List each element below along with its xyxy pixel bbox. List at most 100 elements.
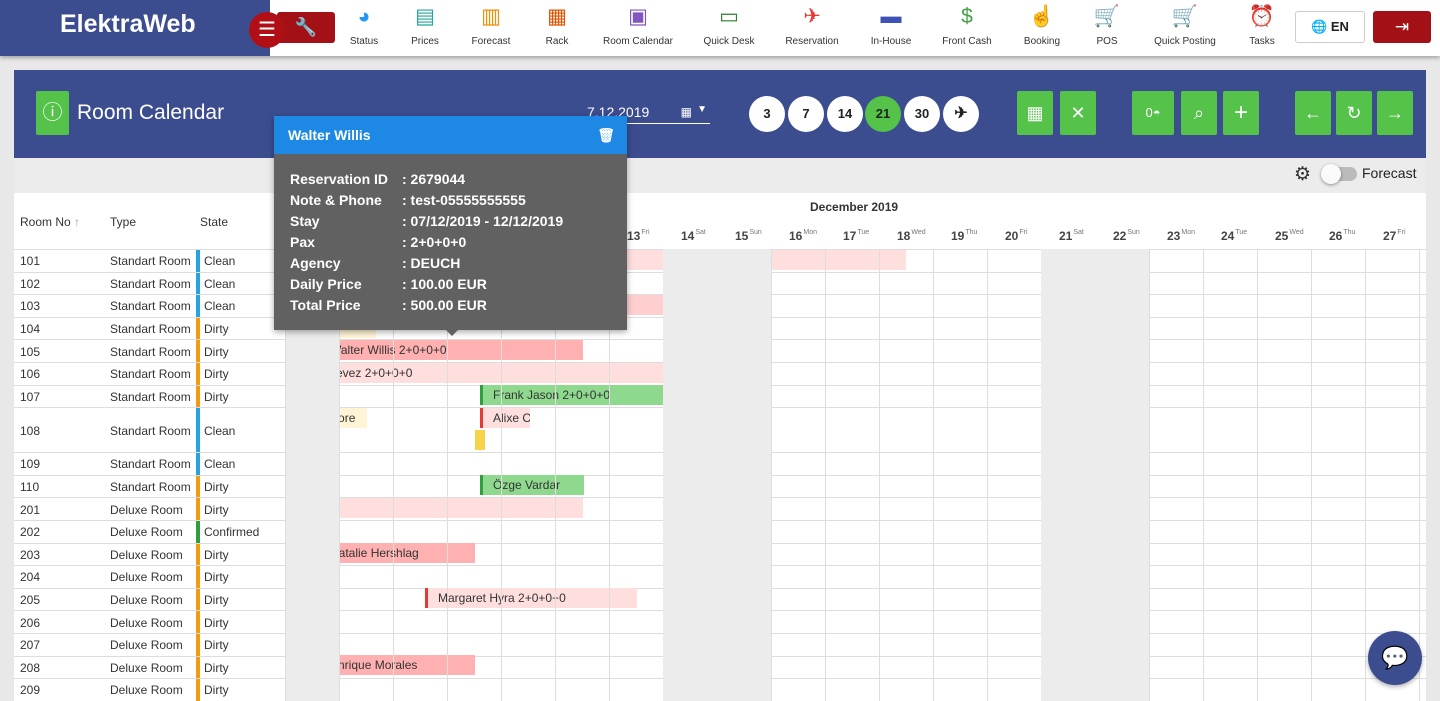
day-divider [933, 249, 934, 701]
nav-quick-desk[interactable]: ▭ Quick Desk [689, 4, 769, 47]
room-number: 209 [20, 683, 41, 698]
day-header: 13Fri [627, 229, 650, 243]
nav-status[interactable]: ◕ Status [324, 4, 404, 47]
language-button[interactable]: 🌐 EN [1295, 11, 1365, 43]
popup-field-label: Daily Price [290, 276, 362, 292]
reservation-bar[interactable] [475, 430, 485, 450]
info-button[interactable]: ⓘ [36, 91, 69, 135]
nav-tasks[interactable]: ⏰ Tasks [1222, 4, 1302, 47]
brand-area: ElektraWeb [0, 0, 270, 56]
range-3-button[interactable]: 3 [749, 96, 785, 132]
nav-prices[interactable]: ▤ Prices [385, 4, 465, 47]
state-color-bar [196, 634, 200, 656]
state-color-bar [196, 295, 200, 317]
forecast-toggle[interactable] [1321, 164, 1357, 184]
nav-front-cash[interactable]: $ Front Cash [927, 4, 1007, 47]
day-divider [285, 249, 286, 701]
restaurant-button[interactable]: ✕ [1060, 91, 1096, 135]
room-service-button[interactable]: 0◓ [1132, 91, 1174, 135]
arrow-right-icon: → [1386, 103, 1404, 123]
popup-field-value: : 500.00 EUR [402, 297, 487, 313]
nav-room-calendar[interactable]: ▣ Room Calendar [598, 4, 678, 47]
day-header: 24Tue [1221, 229, 1248, 243]
column-room-no[interactable]: Room No ↑ [20, 215, 81, 229]
room-number: 101 [20, 254, 41, 269]
calendar-small-icon[interactable]: ▦ [680, 105, 692, 119]
next-button[interactable]: → [1377, 91, 1413, 135]
reservation-bar[interactable]: Özge Vardar [480, 475, 584, 495]
app-logo[interactable]: ElektraWeb [60, 10, 196, 38]
state-color-bar [196, 679, 200, 701]
popup-header: Walter Willis 🗑 [274, 116, 627, 154]
weekend-column [1095, 249, 1149, 701]
popup-field-label: Stay [290, 213, 320, 229]
top-navbar: ElektraWeb ☰ 🔧 ◕ Status ▤ Prices ▥ Forecast… [0, 0, 1440, 56]
nav-reservation[interactable]: ✈ Reservation [772, 4, 852, 47]
room-type: Standart Room [110, 322, 191, 337]
popup-field-label: Reservation ID [290, 171, 389, 187]
day-header: 22Sun [1113, 229, 1140, 243]
popup-field-label: Agency [290, 255, 341, 271]
search-button[interactable]: ⌕ [1181, 91, 1217, 135]
state-color-bar [196, 385, 200, 408]
laptop-icon: ▭ [719, 5, 739, 28]
reservation-bar[interactable]: Natalie Hershlag [317, 543, 475, 563]
nav-booking[interactable]: ☝ Booking [1002, 4, 1082, 47]
chat-button[interactable]: 💬 [1368, 631, 1422, 685]
range-30-button[interactable]: 30 [904, 96, 940, 132]
popup-field-value: : test-05555555555 [402, 192, 526, 208]
add-button[interactable]: + [1223, 91, 1259, 135]
room-type: Deluxe Room [110, 683, 183, 698]
reservation-bar[interactable] [286, 498, 583, 518]
range-7-button[interactable]: 7 [788, 96, 824, 132]
room-number: 203 [20, 547, 41, 562]
reservation-bar[interactable]: Margaret Hyra 2+0+0+0 [425, 588, 637, 608]
day-header: 23Mon [1167, 229, 1195, 243]
gear-icon[interactable]: ⚙ [1294, 164, 1312, 185]
room-state: Dirty [204, 367, 229, 382]
trash-icon[interactable]: 🗑 [597, 127, 615, 143]
state-color-bar [196, 543, 200, 566]
forecast-label: Forecast [1362, 165, 1417, 181]
range-14-button[interactable]: 14 [827, 96, 863, 132]
column-type[interactable]: Type [110, 215, 137, 229]
bed-icon: ▬ [880, 5, 902, 28]
state-color-bar [196, 521, 200, 543]
room-number: 106 [20, 367, 41, 382]
nav-pos[interactable]: 🛒 POS [1067, 4, 1147, 47]
day-header: 15Sun [735, 229, 762, 243]
reservation-bar[interactable]: Enrique Morales [317, 655, 475, 675]
menu-icon: ☰ [258, 19, 276, 41]
nav-quick-posting[interactable]: 🛒 Quick Posting [1145, 4, 1225, 47]
settings-wrench-button[interactable]: 🔧 [277, 12, 335, 43]
departure-button[interactable]: ✈ [943, 96, 979, 132]
nav-in-house[interactable]: ▬ In-House [851, 4, 931, 47]
day-divider [339, 249, 340, 701]
reservation-bar[interactable]: Walter Willis 2+0+0+0 [317, 340, 583, 360]
day-divider [1257, 249, 1258, 701]
day-header: 18Wed [897, 229, 926, 243]
day-header: 17Tue [843, 229, 870, 243]
guest-name: Walter Willis [288, 127, 371, 143]
chevron-down-icon[interactable]: ▼ [697, 104, 707, 115]
room-calendar-header: ⓘ Room Calendar 7.12.2019 ▦ ▼ 3 7 14 21 … [14, 70, 1426, 158]
cutlery-icon: ✕ [1070, 103, 1086, 123]
day-divider [501, 249, 502, 701]
nav-rack[interactable]: ▦ Rack [517, 4, 597, 47]
logout-button[interactable]: ⇥ [1373, 11, 1431, 43]
hamburger-menu-button[interactable]: ☰ [249, 12, 285, 48]
column-state[interactable]: State [200, 215, 229, 229]
grid-view-button[interactable]: ▦ [1017, 91, 1053, 135]
touch-icon: ☝ [1028, 5, 1056, 28]
info-icon: ⓘ [42, 102, 63, 124]
prev-button[interactable]: ← [1295, 91, 1331, 135]
room-state: Confirmed [204, 525, 260, 540]
refresh-button[interactable]: ↻ [1336, 91, 1372, 135]
reservation-bar[interactable]: Alixe O [480, 408, 530, 428]
room-state: Dirty [204, 322, 229, 337]
nav-forecast[interactable]: ▥ Forecast [451, 4, 531, 47]
room-number: 201 [20, 502, 41, 517]
day-divider [1203, 249, 1204, 701]
range-21-button[interactable]: 21 [865, 96, 901, 132]
plane-icon: ✈ [803, 5, 821, 28]
